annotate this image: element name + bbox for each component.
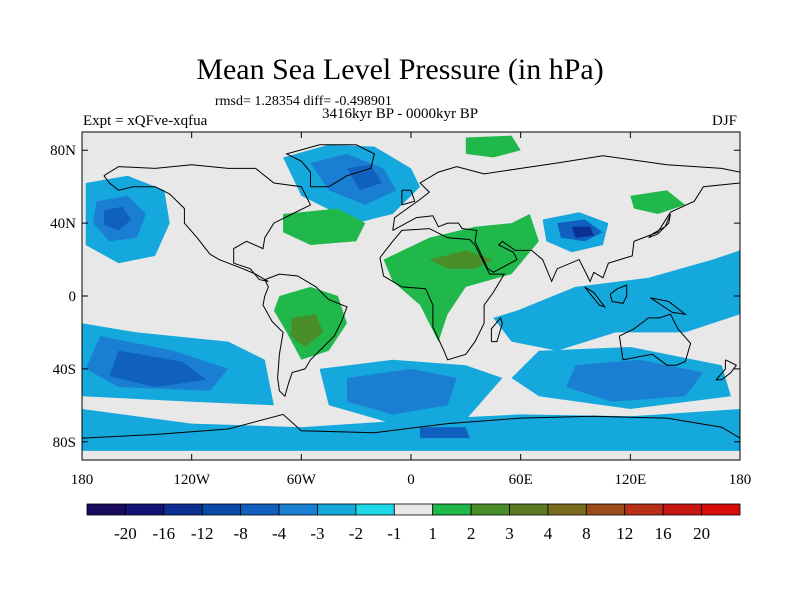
coastline-new-zealand [715, 359, 738, 381]
colorbar: -20 -16 -12 -8 -4 -3 -2 -1 1 2 3 4 8 12 16 20 [86, 503, 741, 543]
colorbar-swatch [393, 503, 434, 516]
colorbar-label: 2 [467, 524, 476, 543]
colorbar-swatch [278, 503, 318, 516]
colorbar-label: -8 [234, 524, 248, 543]
coastline-south-america [262, 273, 348, 398]
coastline-new-guinea [650, 297, 688, 315]
coastline-sumatra [584, 286, 607, 308]
colorbar-swatch [547, 503, 587, 516]
colorbar-swatch [624, 503, 664, 516]
colorbar-label: -3 [310, 524, 324, 543]
region-east-asia-high [630, 190, 686, 214]
coastline-antarctica [82, 413, 740, 439]
x-tick-label: 120W [173, 472, 211, 488]
colorbar-swatch [585, 503, 626, 516]
region-siberia-high [465, 135, 521, 158]
region-tibet-inner [571, 226, 594, 238]
colorbar-swatch [662, 503, 702, 516]
y-tick-label: 40S [53, 362, 76, 378]
region-greenland-inner [347, 164, 382, 191]
y-tick-label: 80N [50, 143, 76, 159]
x-tick-label: 60W [287, 472, 317, 488]
coastline-uk [401, 189, 416, 206]
colorbar-swatch [240, 503, 280, 516]
colorbar-label: 16 [655, 524, 672, 543]
region-weddell-core [420, 427, 470, 439]
colorbar-swatch [432, 503, 472, 516]
colorbar-label: -12 [191, 524, 214, 543]
colorbar-label: -20 [114, 524, 137, 543]
coastline-greenland [285, 144, 375, 188]
colorbar-label: -4 [272, 524, 287, 543]
colorbar-label: 4 [544, 524, 553, 543]
colorbar-swatch [509, 503, 549, 516]
coastline-africa [379, 228, 506, 361]
season-label: DJF [712, 113, 738, 129]
region-south-america-core [290, 314, 324, 347]
coastline-borneo [609, 284, 628, 304]
x-axis: 180 120W 60W 0 60E 120E 180 [71, 132, 752, 488]
colorbar-label: -16 [152, 524, 175, 543]
colorbar-swatch [86, 503, 126, 516]
x-tick-label: 180 [729, 472, 752, 488]
region-atlantic-high [283, 208, 366, 245]
region-south-indian-core [566, 359, 704, 402]
rmsd-stat: rmsd= 1.28354 diff= -0.498901 [215, 94, 392, 109]
colorbar-swatch [125, 503, 165, 516]
colorbar-label: -1 [387, 524, 401, 543]
y-tick-label: 80S [53, 435, 76, 451]
region-north-pacific-inner [103, 206, 132, 231]
region-indian-ocean-low [493, 250, 740, 351]
colorbar-label: 1 [428, 524, 437, 543]
coastline-north-america [103, 164, 312, 282]
coastlines [82, 144, 740, 439]
colorbar-swatch [163, 503, 203, 516]
period-label: 3416kyr BP - 0000kyr BP [322, 106, 479, 122]
region-antarctic-coast-low [82, 409, 740, 451]
x-tick-label: 0 [407, 472, 415, 488]
colorbar-swatch [355, 503, 395, 516]
y-tick-label: 40N [50, 216, 76, 232]
experiment-label: Expt = xQFve-xqfua [83, 113, 208, 129]
x-tick-label: 60E [509, 472, 533, 488]
x-tick-label: 180 [71, 472, 94, 488]
y-tick-label: 0 [69, 289, 77, 305]
chart-title: Mean Sea Level Pressure (in hPa) [196, 53, 604, 86]
colorbar-label: 8 [582, 524, 591, 543]
colorbar-swatch [470, 503, 510, 516]
colorbar-swatch [201, 503, 242, 516]
region-south-atlantic-core [347, 368, 457, 415]
colorbar-label: 3 [505, 524, 514, 543]
y-axis: 80N 40N 0 40S 80S [50, 143, 740, 451]
colorbar-label: 12 [616, 524, 633, 543]
region-sahara-core [429, 250, 494, 269]
colorbar-label: 20 [693, 524, 710, 543]
coastline-madagascar [490, 316, 503, 343]
pressure-regions [82, 135, 740, 451]
coastline-japan [648, 213, 671, 239]
colorbar-swatch [317, 503, 357, 516]
coastline-australia [618, 313, 692, 366]
colorbar-label: -2 [349, 524, 363, 543]
region-south-pacific-inner [109, 350, 207, 388]
x-tick-label: 120E [614, 472, 646, 488]
coastline-eurasia [392, 155, 740, 283]
colorbar-swatch [701, 503, 741, 516]
